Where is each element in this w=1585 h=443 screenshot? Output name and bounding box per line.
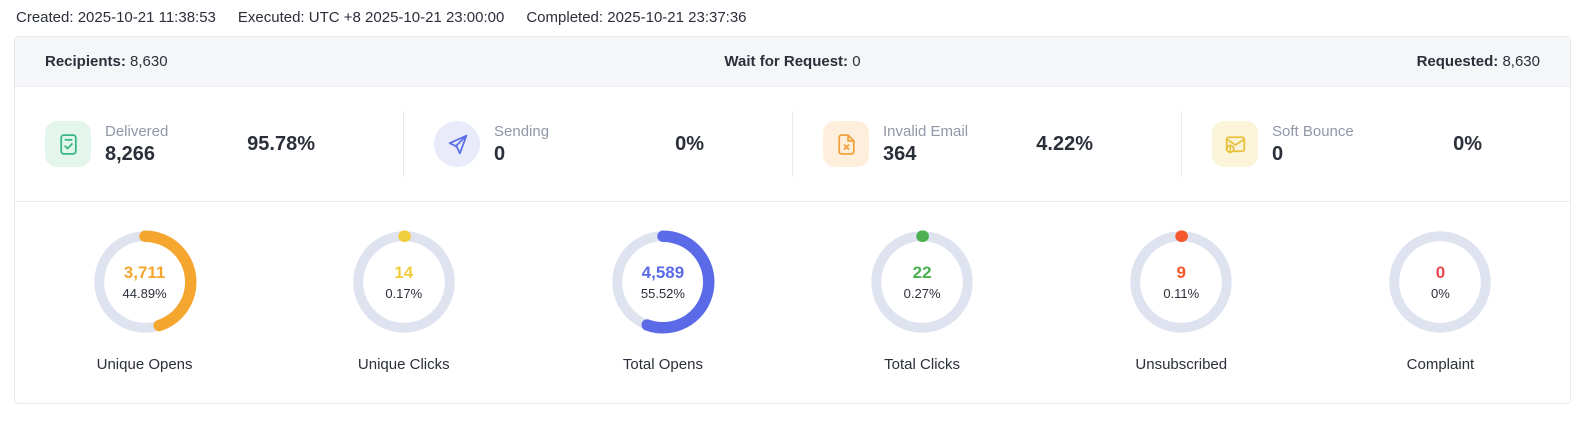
stat-label: Delivered: [105, 122, 169, 140]
donut-percent: 0.27%: [903, 286, 941, 301]
delivered-receipt-check-icon: [45, 121, 91, 167]
stat-percent: 0%: [1453, 132, 1482, 155]
wait-for-request-summary: Wait for Request: 0: [543, 53, 1041, 70]
stat-sending: Sending 0 0%: [403, 111, 792, 177]
donut-value: 14: [394, 263, 414, 282]
requested-label: Requested:: [1416, 53, 1499, 70]
donut-value: 4,589: [641, 263, 685, 282]
executed-label: Executed:: [237, 9, 305, 26]
donut-value: 0: [1435, 263, 1446, 282]
wait-for-request-value: 0: [852, 53, 861, 70]
stat-value: 364: [883, 142, 917, 165]
executed-timestamp: Executed: UTC +8 2025-10-21 23:00:00: [238, 9, 504, 26]
stat-percent: 4.22%: [1036, 132, 1093, 155]
campaign-stats-card: Recipients: 8,630 Wait for Request: 0 Re…: [14, 36, 1571, 404]
donut-label: Unique Clicks: [357, 356, 450, 373]
stat-label: Soft Bounce: [1272, 122, 1354, 140]
recipients-summary: Recipients: 8,630: [45, 53, 543, 70]
file-x-icon: [823, 121, 869, 167]
donut-value: 22: [912, 263, 932, 282]
campaign-meta-row: Created: 2025-10-21 11:38:53 Executed: U…: [0, 0, 1585, 36]
stat-label: Sending: [494, 122, 550, 140]
requested-summary: Requested: 8,630: [1042, 53, 1540, 70]
stat-percent: 0%: [675, 132, 704, 155]
donut-percent: 44.89%: [122, 286, 167, 301]
donut-complaint: 0 0% Complaint: [1311, 230, 1570, 373]
executed-value: UTC +8 2025-10-21 23:00:00: [308, 9, 505, 26]
paper-plane-icon: [434, 121, 480, 167]
stat-value: 8,266: [105, 142, 156, 165]
recipients-summary-bar: Recipients: 8,630 Wait for Request: 0 Re…: [15, 37, 1570, 87]
recipients-value: 8,630: [130, 53, 168, 70]
completed-value: 2025-10-21 23:37:36: [607, 9, 747, 26]
donut-unique-clicks: 14 0.17% Unique Clicks: [274, 230, 533, 373]
donut-chart: 4,589 55.52%: [611, 230, 715, 334]
donut-percent: 0%: [1431, 286, 1450, 301]
created-label: Created:: [16, 9, 74, 26]
stat-soft-bounce: Soft Bounce 0 0%: [1181, 111, 1570, 177]
stat-value: 0: [1272, 142, 1284, 165]
donut-value: 9: [1176, 263, 1186, 282]
donut-label: Total Opens: [622, 356, 703, 373]
completed-timestamp: Completed: 2025-10-21 23:37:36: [526, 9, 746, 26]
donut-chart: 3,711 44.89%: [93, 230, 197, 334]
donut-label: Total Clicks: [884, 356, 961, 373]
donut-total-clicks: 22 0.27% Total Clicks: [793, 230, 1052, 373]
donut-percent: 55.52%: [640, 286, 685, 301]
stat-percent: 95.78%: [247, 132, 315, 155]
donut-label: Unsubscribed: [1135, 356, 1228, 373]
engagement-donuts-row: 3,711 44.89% Unique Opens 14 0.17% Uniqu…: [15, 201, 1570, 403]
stat-label: Invalid Email: [883, 122, 969, 140]
donut-percent: 0.17%: [385, 286, 423, 301]
donut-label: Unique Opens: [96, 356, 193, 373]
donut-chart: 0 0%: [1388, 230, 1492, 334]
mail-warning-icon: [1212, 121, 1258, 167]
stat-invalid-email: Invalid Email 364 4.22%: [792, 111, 1181, 177]
donut-chart: 22 0.27%: [870, 230, 974, 334]
created-timestamp: Created: 2025-10-21 11:38:53: [16, 9, 216, 26]
completed-label: Completed:: [526, 9, 604, 26]
delivery-stats-row: Delivered 8,266 95.78% Sending 0 0% Inva…: [15, 87, 1570, 201]
donut-label: Complaint: [1406, 356, 1475, 373]
donut-unsubscribed: 9 0.11% Unsubscribed: [1052, 230, 1311, 373]
wait-for-request-label: Wait for Request:: [724, 53, 849, 70]
donut-percent: 0.11%: [1163, 286, 1200, 301]
donut-total-opens: 4,589 55.52% Total Opens: [533, 230, 792, 373]
stat-value: 0: [494, 142, 506, 165]
donut-chart: 14 0.17%: [352, 230, 456, 334]
recipients-label: Recipients:: [45, 53, 126, 70]
donut-value: 3,711: [123, 263, 166, 282]
stat-delivered: Delivered 8,266 95.78%: [15, 111, 403, 177]
donut-chart: 9 0.11%: [1129, 230, 1233, 334]
donut-unique-opens: 3,711 44.89% Unique Opens: [15, 230, 274, 373]
created-value: 2025-10-21 11:38:53: [77, 9, 216, 26]
requested-value: 8,630: [1502, 53, 1540, 70]
